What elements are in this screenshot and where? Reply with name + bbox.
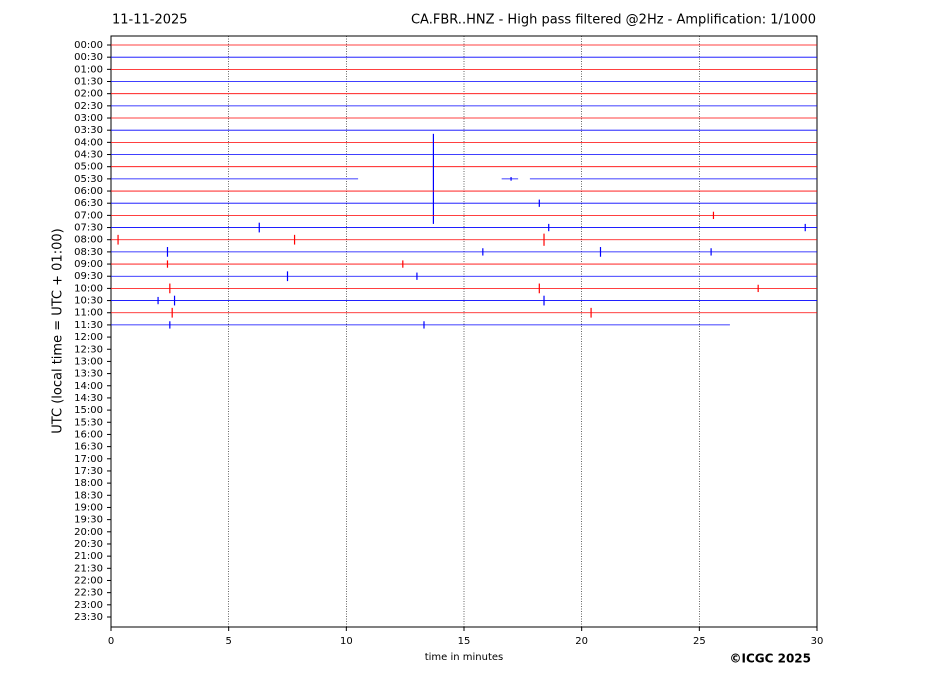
y-tick-label: 07:00 [74, 210, 103, 221]
x-tick-label: 0 [108, 636, 114, 647]
y-tick-label: 17:00 [74, 454, 103, 465]
y-tick-label: 19:00 [74, 502, 103, 513]
copyright: ©ICGC 2025 [729, 652, 811, 666]
y-tick-label: 09:00 [74, 259, 103, 270]
y-tick-label: 15:30 [74, 417, 103, 428]
chart-date: 11-11-2025 [112, 13, 188, 28]
x-axis-label: time in minutes [425, 652, 504, 663]
y-tick-label: 00:30 [74, 52, 103, 63]
y-tick-label: 04:00 [74, 137, 103, 148]
y-tick-label: 02:00 [74, 89, 103, 100]
y-tick-label: 08:00 [74, 235, 103, 246]
y-tick-label: 06:00 [74, 186, 103, 197]
y-tick-label: 03:30 [74, 125, 103, 136]
y-tick-label: 02:30 [74, 101, 103, 112]
y-tick-label: 10:00 [74, 283, 103, 294]
y-tick-label: 19:30 [74, 515, 103, 526]
y-tick-label: 12:30 [74, 344, 103, 355]
y-tick-label: 03:00 [74, 113, 103, 124]
y-tick-label: 14:00 [74, 381, 103, 392]
y-tick-label: 15:00 [74, 405, 103, 416]
y-tick-label: 22:00 [74, 575, 103, 586]
y-tick-label: 12:00 [74, 332, 103, 343]
y-tick-label: 18:30 [74, 490, 103, 501]
x-tick-label: 25 [693, 636, 706, 647]
y-tick-label: 13:30 [74, 369, 103, 380]
y-tick-label: 01:30 [74, 77, 103, 88]
y-tick-label: 08:30 [74, 247, 103, 258]
y-tick-label: 13:00 [74, 356, 103, 367]
y-tick-label: 07:30 [74, 223, 103, 234]
y-tick-label: 16:30 [74, 442, 103, 453]
y-tick-label: 06:30 [74, 198, 103, 209]
y-axis-label: UTC (local time = UTC + 01:00) [51, 228, 66, 433]
y-tick-label: 05:00 [74, 162, 103, 173]
y-tick-label: 09:30 [74, 271, 103, 282]
x-tick-label: 10 [340, 636, 353, 647]
y-tick-label: 23:00 [74, 600, 103, 611]
y-tick-label: 23:30 [74, 612, 103, 623]
y-tick-label: 18:00 [74, 478, 103, 489]
y-tick-label: 10:30 [74, 296, 103, 307]
y-tick-label: 20:30 [74, 539, 103, 550]
y-tick-label: 21:30 [74, 563, 103, 574]
y-tick-label: 05:30 [74, 174, 103, 185]
y-tick-label: 11:00 [74, 308, 103, 319]
y-tick-label: 14:30 [74, 393, 103, 404]
x-tick-label: 20 [575, 636, 588, 647]
y-tick-label: 04:30 [74, 150, 103, 161]
y-tick-label: 00:00 [74, 40, 103, 51]
x-tick-label: 30 [811, 636, 824, 647]
y-tick-label: 01:00 [74, 64, 103, 75]
y-tick-label: 17:30 [74, 466, 103, 477]
y-tick-label: 16:00 [74, 429, 103, 440]
x-tick-label: 5 [225, 636, 231, 647]
y-tick-label: 11:30 [74, 320, 103, 331]
y-tick-label: 22:30 [74, 588, 103, 599]
x-tick-label: 15 [458, 636, 471, 647]
chart-title: CA.FBR..HNZ - High pass filtered @2Hz - … [411, 13, 816, 28]
y-tick-label: 21:00 [74, 551, 103, 562]
y-tick-label: 20:00 [74, 527, 103, 538]
